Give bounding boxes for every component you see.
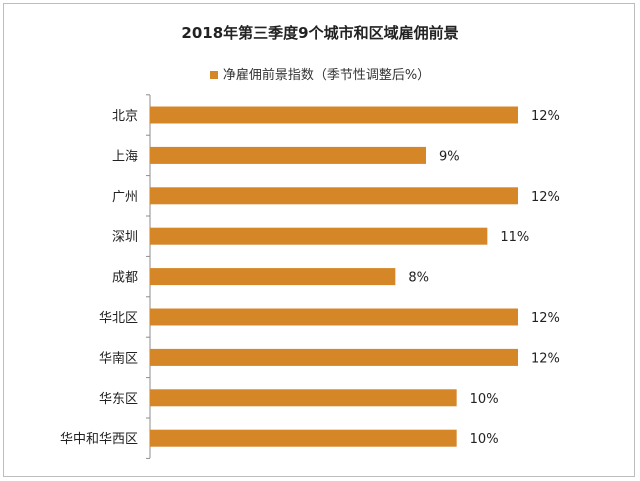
category-label: 上海: [112, 149, 138, 164]
category-label: 北京: [112, 109, 138, 124]
data-label: 10%: [470, 432, 499, 447]
bar: [150, 429, 457, 447]
bar: [150, 106, 518, 124]
bar: [150, 389, 457, 407]
category-label: 华南区: [99, 350, 138, 366]
data-label: 12%: [531, 351, 560, 366]
chart-title: 2018年第三季度9个城市和区域雇佣前景: [181, 24, 459, 42]
data-label: 12%: [531, 109, 560, 124]
legend-label: 净雇佣前景指数（季节性调整后%）: [222, 68, 431, 83]
category-label: 华东区: [99, 392, 138, 407]
category-label: 深圳: [112, 230, 138, 245]
data-label: 12%: [531, 311, 560, 326]
bar: [150, 227, 488, 245]
data-label: 12%: [531, 190, 560, 205]
legend-swatch: [209, 70, 218, 79]
category-label: 华中和华西区: [60, 432, 138, 447]
data-label: 11%: [500, 230, 529, 245]
bar: [150, 308, 518, 326]
bar: [150, 268, 396, 286]
data-label: 8%: [408, 271, 429, 286]
data-label: 9%: [439, 149, 460, 164]
bar: [150, 187, 518, 205]
category-label: 广州: [112, 190, 138, 205]
chart-legend: 净雇佣前景指数（季节性调整后%）: [4, 64, 636, 83]
category-label: 华北区: [99, 311, 138, 326]
data-label: 10%: [470, 392, 499, 407]
category-label: 成都: [112, 271, 138, 286]
bar: [150, 146, 426, 164]
bar: [150, 348, 518, 366]
